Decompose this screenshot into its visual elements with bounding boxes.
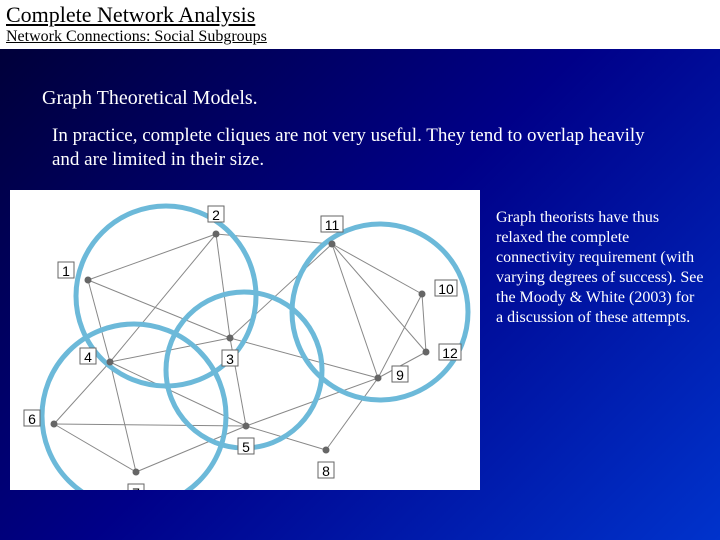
- network-edge: [378, 294, 422, 378]
- network-edge: [54, 362, 110, 424]
- node-label: 11: [325, 217, 340, 233]
- network-edge: [332, 244, 378, 378]
- node-label: 6: [28, 411, 36, 427]
- node-label: 2: [212, 207, 220, 223]
- network-edge: [332, 244, 426, 352]
- node-label: 5: [242, 439, 250, 455]
- node-label: 3: [226, 351, 234, 367]
- network-diagram: 123456789101112: [10, 190, 480, 490]
- network-node: [423, 349, 429, 355]
- node-label: 9: [396, 367, 404, 383]
- network-node: [419, 291, 425, 297]
- page-title: Complete Network Analysis: [6, 2, 714, 28]
- network-edge: [216, 234, 230, 338]
- network-node: [213, 231, 219, 237]
- node-label: 10: [438, 281, 454, 297]
- network-edge: [332, 244, 422, 294]
- network-node: [243, 423, 249, 429]
- network-node: [375, 375, 381, 381]
- network-edge: [54, 424, 136, 472]
- network-node: [107, 359, 113, 365]
- network-edge: [54, 424, 246, 426]
- node-label: 7: [132, 485, 140, 490]
- network-node: [329, 241, 335, 247]
- node-label: 4: [84, 349, 92, 365]
- network-node: [85, 277, 91, 283]
- node-label: 12: [442, 345, 458, 361]
- network-svg: 123456789101112: [10, 190, 480, 490]
- network-edge: [246, 378, 378, 426]
- node-label: 1: [62, 263, 70, 279]
- content-area: 123456789101112 Graph theorists have thu…: [0, 190, 720, 490]
- network-edge: [422, 294, 426, 352]
- section-heading: Graph Theoretical Models.: [42, 87, 720, 110]
- side-paragraph: Graph theorists have thus relaxed the co…: [496, 208, 704, 328]
- network-node: [323, 447, 329, 453]
- title-band: Complete Network Analysis Network Connec…: [0, 0, 720, 49]
- network-node: [51, 421, 57, 427]
- network-node: [133, 469, 139, 475]
- page-subtitle: Network Connections: Social Subgroups: [6, 28, 714, 46]
- node-label: 8: [322, 463, 330, 479]
- network-node: [227, 335, 233, 341]
- intro-paragraph: In practice, complete cliques are not ve…: [52, 124, 668, 172]
